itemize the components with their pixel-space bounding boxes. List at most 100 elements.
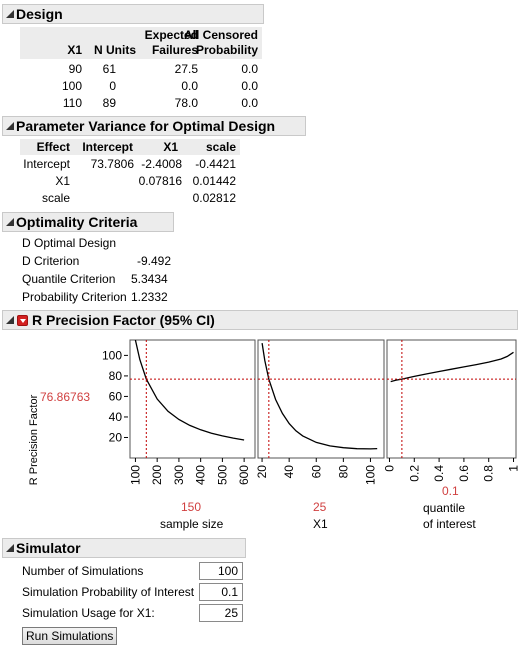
cell-censored: 0.0 xyxy=(241,62,258,76)
sim-probability-input[interactable]: 0.1 xyxy=(199,583,243,601)
table-row: scale 0.02812 xyxy=(20,191,240,207)
x-tick-label: 200 xyxy=(150,465,164,485)
design-col-header-censored-2: Probability xyxy=(195,43,258,57)
response-curve xyxy=(390,351,514,383)
x-tick-label: 0.6 xyxy=(457,465,471,482)
panel3-xlabel-line1: quantile xyxy=(423,501,466,515)
response-curve xyxy=(261,343,378,450)
simulator-section-header[interactable]: Simulator xyxy=(2,538,246,558)
x-tick-label: 80 xyxy=(336,465,350,479)
panel1-xlabel: sample size xyxy=(160,517,224,531)
y-tick-label: 20 xyxy=(109,430,123,444)
y-tick-label: 40 xyxy=(109,410,123,424)
x-tick-label: 40 xyxy=(282,465,296,479)
design-col-header-nunits: N Units xyxy=(94,43,136,57)
collapse-triangle-icon[interactable] xyxy=(6,316,14,324)
collapse-triangle-icon[interactable] xyxy=(6,544,14,552)
x-tick-label: 0.8 xyxy=(482,465,496,482)
x-tick-label: 500 xyxy=(215,465,229,485)
cell-x1: 0.07816 xyxy=(138,174,182,188)
cell-effect: scale xyxy=(41,191,70,205)
cell-nunits: 0 xyxy=(109,79,116,93)
optimality-title: Optimality Criteria xyxy=(16,214,138,230)
x-tick-label: 100 xyxy=(128,465,142,485)
cell-effect: X1 xyxy=(55,174,70,188)
table-row: Intercept 73.7806 -2.4008 -0.4421 xyxy=(20,157,240,173)
simulator-title: Simulator xyxy=(16,540,81,556)
panel3-current-x[interactable]: 0.1 xyxy=(442,484,459,498)
x-tick-label: 400 xyxy=(194,465,208,485)
design-title: Design xyxy=(16,6,63,22)
panel2-xlabel: X1 xyxy=(313,517,328,531)
col-header-scale: scale xyxy=(205,140,236,154)
cell-expected: 78.0 xyxy=(174,96,198,110)
col-header-x1: X1 xyxy=(163,140,178,154)
probability-criterion-value: 1.2332 xyxy=(131,290,168,304)
cell-scale: -0.4421 xyxy=(195,157,236,171)
optimality-section-header[interactable]: Optimality Criteria xyxy=(2,212,174,232)
x-tick-label: 20 xyxy=(255,465,269,479)
x-tick-label: 600 xyxy=(237,465,251,485)
run-simulations-button[interactable]: Run Simulations xyxy=(22,627,118,645)
y-tick-label: 80 xyxy=(109,369,123,383)
profiler-panels: 100 200 300 400 500 600 20 40 60 80 100 0 0.2 0.4 0.6 0… xyxy=(128,339,521,485)
d-criterion-value: -9.492 xyxy=(137,254,172,268)
design-col-header-censored-1: All Censored xyxy=(183,28,258,42)
prediction-profiler: R Precision Factor 76.86763 10080604020 … xyxy=(28,339,521,485)
num-simulations-input[interactable]: 100 xyxy=(199,562,243,580)
design-col-header-expected-2: Failures xyxy=(151,43,198,57)
red-triangle-menu-icon[interactable] xyxy=(17,315,28,326)
design-col-header-x1: X1 xyxy=(67,43,82,57)
design-table-header: X1 N Units Expected Failures All Censore… xyxy=(20,27,262,59)
cell-censored: 0.0 xyxy=(241,79,258,93)
x-tick-label: 60 xyxy=(309,465,323,479)
collapse-triangle-icon[interactable] xyxy=(6,218,14,226)
cell-x1: 110 xyxy=(62,96,82,110)
cell-effect: Intercept xyxy=(23,157,70,171)
col-header-effect: Effect xyxy=(36,140,70,154)
precision-section-header[interactable]: R Precision Factor (95% CI) xyxy=(2,310,518,330)
x-tick-label: 300 xyxy=(172,465,186,485)
num-simulations-label: Number of Simulations xyxy=(22,564,144,578)
cell-scale: 0.01442 xyxy=(192,174,236,188)
cell-x1: 100 xyxy=(61,79,82,93)
x-tick-label: 0.2 xyxy=(407,465,421,482)
cell-censored: 0.0 xyxy=(241,96,258,110)
cell-nunits: 89 xyxy=(102,96,116,110)
collapse-triangle-icon[interactable] xyxy=(6,122,14,130)
y-tick-label: 100 xyxy=(102,348,122,362)
cell-x1: -2.4008 xyxy=(141,157,182,171)
param-variance-section-header[interactable]: Parameter Variance for Optimal Design xyxy=(2,116,306,136)
panel-frame xyxy=(386,339,517,459)
profiler-panel: 20 40 60 80 100 xyxy=(255,339,385,485)
table-row: X1 0.07816 0.01442 xyxy=(20,174,240,190)
panel2-current-x[interactable]: 25 xyxy=(313,500,327,514)
sim-usage-input[interactable]: 25 xyxy=(199,604,243,622)
panel3-xlabel-line2: of interest xyxy=(423,517,476,531)
collapse-triangle-icon[interactable] xyxy=(6,10,14,18)
profiler-panel: 0 0.2 0.4 0.6 0.8 1 xyxy=(382,339,521,482)
x-tick-label: 0 xyxy=(382,465,396,472)
col-header-intercept: Intercept xyxy=(82,140,133,154)
param-variance-header: Effect Intercept X1 scale xyxy=(20,139,240,155)
optimality-subtitle: D Optimal Design xyxy=(22,236,117,250)
design-section-header[interactable]: Design xyxy=(2,4,264,24)
table-row: 110 89 78.0 0.0 xyxy=(20,96,262,112)
profiler-panel: 100 200 300 400 500 600 xyxy=(128,339,256,485)
response-curve xyxy=(134,340,245,441)
sim-probability-label: Simulation Probability of Interest xyxy=(22,585,195,599)
quantile-criterion-value: 5.3434 xyxy=(131,272,168,286)
current-y-value[interactable]: 76.86763 xyxy=(40,390,90,404)
y-axis: 100 80 60 40 20 xyxy=(102,348,128,444)
cell-expected: 0.0 xyxy=(181,79,198,93)
cell-x1: 90 xyxy=(68,62,82,76)
d-criterion-label: D Criterion xyxy=(22,254,80,268)
x-tick-label: 0.4 xyxy=(432,465,446,482)
panel-frame xyxy=(257,339,385,459)
param-variance-title: Parameter Variance for Optimal Design xyxy=(16,118,276,134)
panel-frame xyxy=(129,339,256,459)
sim-usage-label: Simulation Usage for X1: xyxy=(22,606,155,620)
panel1-current-x[interactable]: 150 xyxy=(181,500,202,514)
x-tick-label: 100 xyxy=(363,465,377,485)
precision-title: R Precision Factor (95% CI) xyxy=(32,312,215,328)
